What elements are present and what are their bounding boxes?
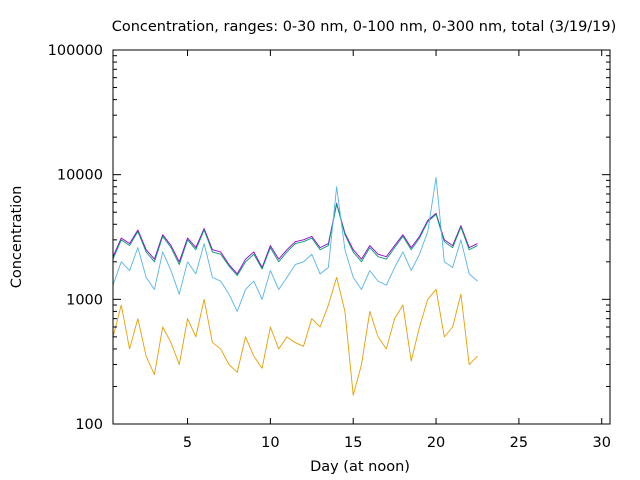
x-axis-label: Day (at noon) [310, 459, 410, 475]
series-line-1 [112, 202, 478, 275]
series-line-4 [112, 276, 478, 396]
y-tick-label: 100000 [48, 43, 103, 59]
y-tick-label: 100 [75, 417, 103, 433]
x-tick-label: 25 [510, 435, 528, 451]
y-tick-label: 10000 [57, 168, 103, 184]
y-axis-label: Concentration [9, 186, 25, 289]
series-line-3 [112, 176, 478, 312]
x-tick-label: 20 [427, 435, 445, 451]
y-tick-label: 1000 [66, 292, 103, 308]
chart-title: Concentration, ranges: 0-30 nm, 0-100 nm… [112, 19, 617, 35]
x-tick-label: 30 [592, 435, 610, 451]
x-tick-label: 10 [261, 435, 279, 451]
series-layer [112, 176, 478, 396]
series-line-2 [112, 203, 478, 277]
x-tick-label: 15 [344, 435, 362, 451]
x-tick-label: 5 [183, 435, 192, 451]
plot-frame [112, 49, 611, 425]
tick-layer: 5 10 15 20 25 30 100 1000 10000 100000 [48, 43, 611, 451]
